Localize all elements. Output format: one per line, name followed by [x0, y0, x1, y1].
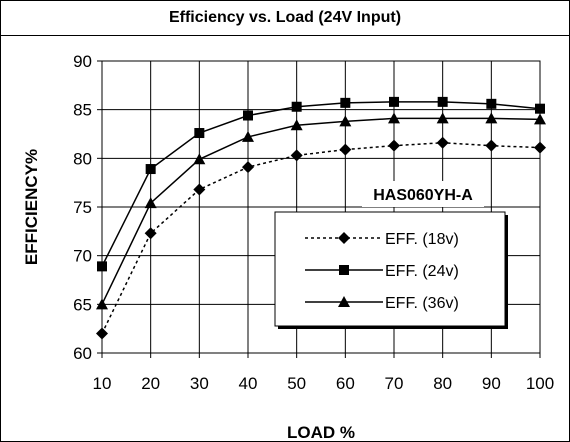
y-tick-label: 75 [73, 198, 92, 217]
x-tick-label: 90 [482, 374, 501, 393]
series-1 [96, 136, 546, 340]
y-tick-label: 90 [73, 52, 92, 71]
x-tick-label: 100 [526, 374, 554, 393]
chart-title: Efficiency vs. Load (24V Input) [1, 1, 569, 36]
data-point [436, 136, 449, 149]
data-point [290, 119, 303, 131]
data-point [242, 161, 254, 174]
legend-box [274, 211, 506, 327]
data-point [242, 130, 254, 142]
data-point [193, 183, 206, 196]
x-tick-label: 70 [385, 374, 404, 393]
legend-label: EFF. (36v) [385, 295, 459, 312]
data-point [340, 97, 351, 108]
legend-entry: EFF. (24v) [305, 263, 459, 280]
data-point [485, 139, 498, 152]
data-point [486, 98, 497, 109]
y-tick-label: 60 [73, 344, 92, 363]
y-tick-label: 80 [73, 149, 92, 168]
x-tick-label: 80 [433, 374, 452, 393]
legend-label: EFF. (24v) [385, 263, 459, 280]
data-point [193, 153, 206, 165]
series-line [101, 117, 541, 305]
data-point [339, 115, 352, 127]
x-tick-label: 10 [93, 374, 112, 393]
data-point [290, 149, 303, 162]
x-tick-label: 40 [239, 374, 258, 393]
y-tick-label: 85 [73, 101, 92, 120]
y-axis-title: EFFICIENCY% [22, 149, 41, 265]
data-point [388, 139, 400, 152]
tick-labels: 60 65 70 75 80 85 90 10 20 30 40 50 60 70 80 90 100 [73, 52, 554, 393]
data-point [194, 128, 205, 139]
data-point [291, 101, 302, 112]
data-point [436, 112, 449, 124]
x-tick-label: 50 [287, 374, 306, 393]
y-tick-label: 70 [73, 247, 92, 266]
model-label-box [362, 181, 484, 207]
series-line [101, 101, 541, 267]
data-point [437, 96, 448, 107]
x-axis-title: LOAD % [287, 423, 355, 442]
legend-marker [338, 296, 350, 307]
data-point [144, 227, 157, 240]
data-point [388, 112, 400, 124]
legend-marker [339, 265, 349, 275]
data-point [485, 112, 498, 124]
data-point [144, 197, 157, 209]
y-tick-label: 65 [73, 295, 92, 314]
legend: EFF. (18v) EFF. (24v) EFF. (36v) [274, 211, 508, 329]
data-point [389, 96, 399, 107]
legend-marker [338, 232, 350, 244]
data-point [339, 143, 352, 156]
data-point [243, 110, 253, 121]
legend-label: EFF. (18v) [385, 231, 459, 248]
series-line [101, 142, 541, 334]
data-point [145, 164, 156, 175]
x-tick-label: 60 [336, 374, 355, 393]
plot-area [101, 60, 541, 354]
x-tick-label: 20 [141, 374, 160, 393]
series-3 [96, 112, 546, 310]
x-tick-label: 30 [190, 374, 209, 393]
legend-entry: EFF. (18v) [305, 231, 459, 248]
model-label-text: HAS060YH-A [373, 187, 473, 204]
model-label: HAS060YH-A [362, 181, 484, 207]
legend-entry: EFF. (36v) [305, 295, 459, 312]
